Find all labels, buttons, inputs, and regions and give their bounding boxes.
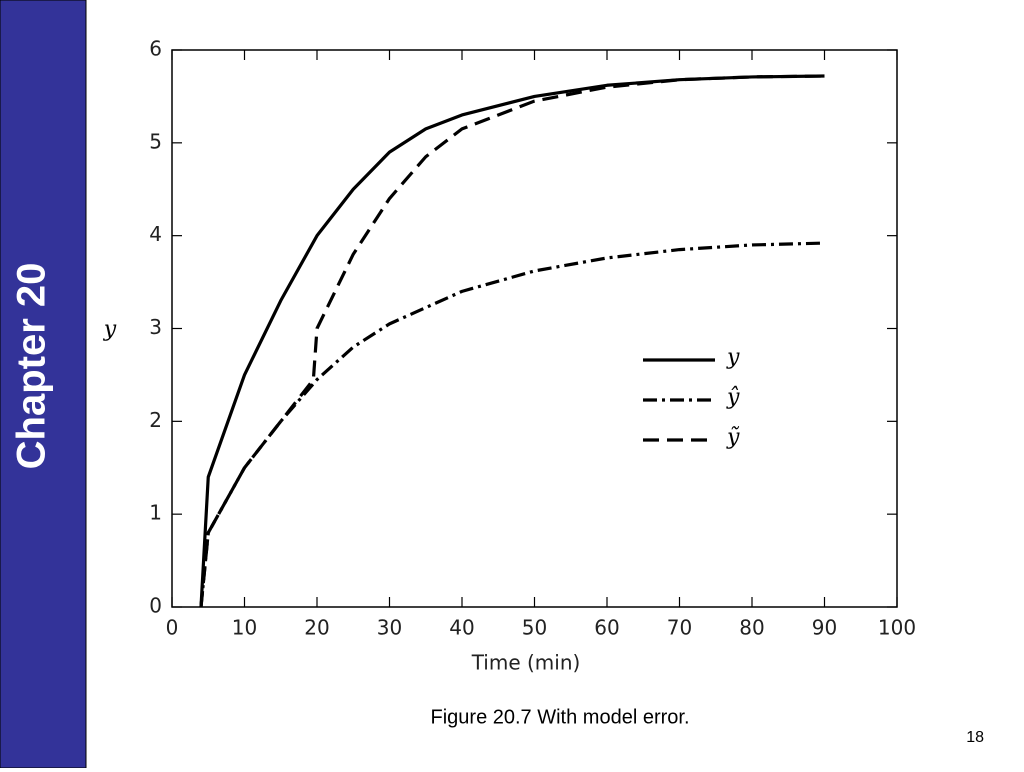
y-tick-label: 1 (149, 501, 162, 525)
series-line (199, 241, 825, 608)
y-axis-label: y (103, 317, 117, 342)
series-line (199, 74, 825, 608)
y-tick-label: 3 (149, 315, 162, 339)
plot-frame (171, 49, 898, 608)
y-tick-label: 2 (149, 408, 162, 432)
x-tick-label: 20 (304, 616, 329, 640)
sidebar (0, 0, 87, 769)
x-tick-label: 50 (522, 616, 547, 640)
y-tick-label: 0 (149, 594, 162, 618)
y-tick-label: 5 (149, 129, 162, 153)
y-tick-label: 4 (149, 222, 162, 246)
x-tick-label: 40 (449, 616, 474, 640)
legend-label: ỹ (726, 425, 740, 450)
x-tick-label: 80 (739, 616, 764, 640)
caption: Figure 20.7 With model error. (431, 706, 690, 728)
x-tick-label: 70 (667, 616, 692, 640)
x-tick-label: 60 (594, 616, 619, 640)
x-tick-label: 90 (812, 616, 837, 640)
x-tick-label: 0 (166, 616, 179, 640)
x-tick-label: 100 (878, 616, 916, 640)
chapter-label: Chapter 20 (10, 263, 54, 470)
series-line (199, 74, 825, 608)
legend-label: ŷ (726, 385, 740, 410)
page-number: 18 (966, 729, 984, 746)
legend-label: y (726, 345, 740, 370)
x-axis-label: Time (min) (471, 651, 581, 675)
x-tick-label: 10 (232, 616, 257, 640)
x-tick-label: 30 (377, 616, 402, 640)
y-tick-label: 6 (149, 37, 162, 61)
